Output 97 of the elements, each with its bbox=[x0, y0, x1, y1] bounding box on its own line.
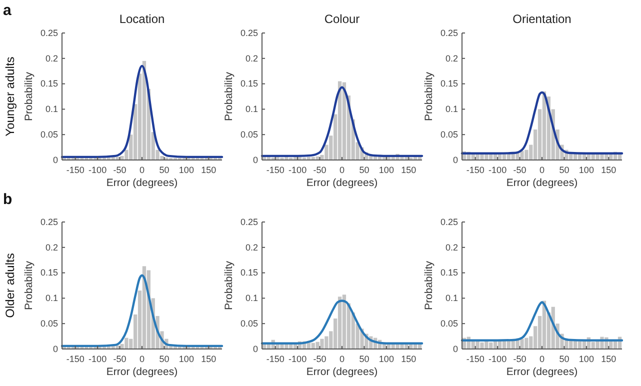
x-tick-label: 150 bbox=[601, 354, 616, 364]
y-tick-label: 0.1 bbox=[245, 104, 258, 114]
chart-title: Orientation bbox=[512, 12, 572, 26]
x-tick-label: -100 bbox=[488, 354, 507, 364]
y-tick-label: 0.1 bbox=[445, 104, 458, 114]
chart-title: Location bbox=[119, 12, 165, 26]
x-tick-label: -50 bbox=[513, 165, 526, 175]
x-tick-label: -150 bbox=[466, 354, 484, 364]
x-tick-label: 50 bbox=[359, 165, 370, 175]
x-axis-title: Error (degrees) bbox=[106, 366, 178, 378]
y-tick-label: 0 bbox=[452, 344, 458, 354]
x-tick-label: -150 bbox=[466, 165, 484, 175]
x-tick-label: 0 bbox=[539, 165, 545, 175]
chart-title: Colour bbox=[324, 12, 360, 26]
y-tick-label: 0.05 bbox=[440, 318, 458, 328]
y-tick-label: 0.1 bbox=[45, 293, 58, 304]
x-tick-label: 100 bbox=[178, 354, 194, 364]
x-axis-title: Error (degrees) bbox=[506, 366, 578, 378]
y-axis-title: Probability bbox=[223, 71, 235, 122]
y-tick-label: 0.2 bbox=[45, 242, 58, 252]
y-axis-title: Probability bbox=[23, 71, 35, 122]
x-tick-label: -150 bbox=[66, 354, 84, 364]
x-axis-title: Error (degrees) bbox=[306, 177, 378, 189]
x-tick-label: 100 bbox=[378, 165, 394, 175]
y-tick-label: 0 bbox=[52, 154, 58, 165]
x-tick-label: 150 bbox=[201, 165, 216, 175]
x-tick-label: 100 bbox=[578, 354, 594, 364]
x-tick-label: 100 bbox=[378, 354, 394, 364]
x-axis-title: Error (degrees) bbox=[306, 366, 378, 378]
y-tick-label: 0.05 bbox=[40, 129, 58, 140]
y-tick-label: 0.15 bbox=[40, 268, 58, 278]
y-tick-label: 0.15 bbox=[40, 78, 58, 89]
x-tick-label: -50 bbox=[313, 354, 326, 364]
x-tick-label: 50 bbox=[559, 165, 570, 175]
x-tick-label: 150 bbox=[401, 354, 416, 364]
x-tick-label: 150 bbox=[601, 165, 616, 175]
y-tick-label: 0 bbox=[52, 344, 58, 354]
x-tick-label: 150 bbox=[201, 354, 216, 364]
y-tick-label: 0.25 bbox=[240, 216, 258, 227]
x-tick-label: -100 bbox=[88, 354, 107, 364]
y-axis-title: Probability bbox=[423, 71, 435, 122]
y-tick-label: 0.15 bbox=[240, 268, 258, 278]
x-tick-label: 0 bbox=[139, 354, 145, 364]
y-tick-label: 0.2 bbox=[445, 242, 458, 252]
text: b bbox=[3, 191, 12, 208]
x-tick-label: -150 bbox=[266, 165, 284, 175]
y-tick-label: 0.25 bbox=[40, 216, 58, 227]
x-tick-label: -50 bbox=[313, 165, 326, 175]
x-tick-label: -100 bbox=[88, 165, 107, 175]
y-tick-label: 0 bbox=[452, 154, 458, 165]
y-tick-label: 0.05 bbox=[240, 318, 258, 328]
x-tick-label: -150 bbox=[266, 354, 284, 364]
y-tick-label: 0 bbox=[252, 154, 258, 165]
y-tick-label: 0.2 bbox=[445, 53, 458, 64]
x-tick-label: -150 bbox=[66, 165, 84, 175]
y-tick-label: 0.15 bbox=[240, 78, 258, 89]
x-tick-label: 150 bbox=[401, 165, 416, 175]
y-tick-label: 0.1 bbox=[45, 104, 58, 114]
x-tick-label: 50 bbox=[159, 354, 170, 364]
y-tick-label: 0.05 bbox=[440, 129, 458, 140]
x-tick-label: -100 bbox=[488, 165, 507, 175]
y-tick-label: 0.2 bbox=[245, 242, 258, 252]
y-tick-label: 0.25 bbox=[240, 28, 258, 38]
text: a bbox=[3, 2, 12, 19]
x-tick-label: -100 bbox=[288, 354, 307, 364]
x-tick-label: 0 bbox=[339, 354, 345, 364]
text: Younger adults bbox=[3, 56, 17, 136]
x-tick-label: 50 bbox=[359, 354, 370, 364]
y-tick-label: 0.05 bbox=[240, 129, 258, 140]
x-tick-label: -50 bbox=[113, 165, 126, 175]
y-axis-title: Probability bbox=[23, 260, 35, 310]
x-tick-label: 0 bbox=[339, 165, 345, 175]
x-tick-label: -50 bbox=[113, 354, 126, 364]
y-tick-label: 0.25 bbox=[440, 216, 458, 227]
x-axis-title: Error (degrees) bbox=[506, 177, 578, 189]
y-tick-label: 0 bbox=[252, 344, 258, 354]
x-tick-label: 100 bbox=[578, 165, 594, 175]
text: Older adults bbox=[3, 253, 17, 318]
y-tick-label: 0.05 bbox=[40, 318, 58, 328]
x-tick-label: 100 bbox=[178, 165, 194, 175]
y-tick-label: 0.15 bbox=[440, 78, 458, 89]
x-axis-title: Error (degrees) bbox=[106, 177, 178, 189]
y-axis-title: Probability bbox=[223, 260, 235, 310]
y-axis-title: Probability bbox=[423, 260, 435, 310]
x-tick-label: 50 bbox=[559, 354, 570, 364]
x-tick-label: 50 bbox=[159, 165, 170, 175]
y-tick-label: 0.2 bbox=[245, 53, 258, 64]
y-tick-label: 0.15 bbox=[440, 268, 458, 278]
x-tick-label: -50 bbox=[513, 354, 526, 364]
y-tick-label: 0.1 bbox=[445, 293, 458, 304]
x-tick-label: -100 bbox=[288, 165, 307, 175]
y-tick-label: 0.25 bbox=[40, 28, 58, 38]
y-tick-label: 0.1 bbox=[245, 293, 258, 304]
y-tick-label: 0.2 bbox=[45, 53, 58, 64]
x-tick-label: 0 bbox=[139, 165, 145, 175]
y-tick-label: 0.25 bbox=[440, 28, 458, 38]
x-tick-label: 0 bbox=[539, 354, 545, 364]
